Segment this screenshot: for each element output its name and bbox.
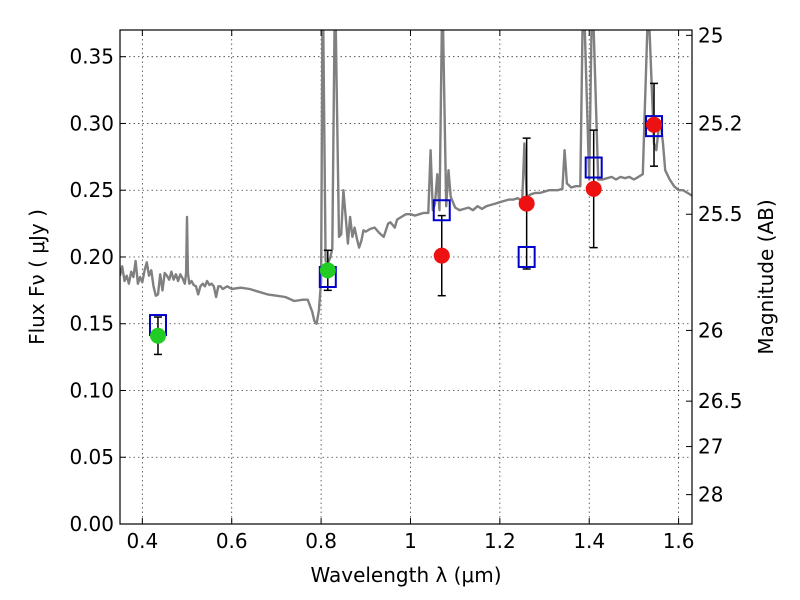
y2-axis-title: Magnitude (AB) bbox=[754, 199, 778, 354]
y2-tick-label: 25.2 bbox=[698, 111, 743, 135]
y-axis: 0.00 0.05 0.10 0.15 0.20 0.25 0.30 0.35 bbox=[69, 45, 126, 536]
y-tick-label: 0.25 bbox=[69, 178, 114, 202]
y2-axis: 25 25.2 25.5 26 26.5 27 28 bbox=[686, 23, 743, 507]
x-tick-label: 1.4 bbox=[573, 529, 605, 553]
photometry-circle-marker bbox=[585, 180, 602, 197]
y2-tick-label: 27 bbox=[698, 435, 723, 459]
x-tick-label: 0.6 bbox=[216, 529, 248, 553]
grid bbox=[120, 30, 692, 524]
y-tick-label: 0.10 bbox=[69, 378, 114, 402]
y-tick-label: 0.00 bbox=[69, 512, 114, 536]
photometry-circle-marker bbox=[646, 116, 663, 133]
model-spectrum bbox=[120, 30, 692, 325]
x-tick-label: 1.2 bbox=[484, 529, 516, 553]
y-tick-label: 0.20 bbox=[69, 245, 114, 269]
x-tick-label: 1 bbox=[404, 529, 417, 553]
error-bars bbox=[153, 82, 659, 356]
photometry-circle-marker bbox=[433, 247, 450, 264]
photometry-square-marker bbox=[432, 199, 451, 222]
photometry-square-marker bbox=[645, 115, 664, 138]
x-tick-label: 0.4 bbox=[126, 529, 158, 553]
photometry-square-marker bbox=[584, 156, 603, 179]
y-tick-label: 0.05 bbox=[69, 445, 114, 469]
y2-tick-label: 28 bbox=[698, 483, 723, 507]
x-axis-title: Wavelength λ (μm) bbox=[310, 563, 501, 587]
y-tick-label: 0.35 bbox=[69, 45, 114, 69]
x-tick-label: 0.8 bbox=[305, 529, 337, 553]
y-tick-label: 0.30 bbox=[69, 111, 114, 135]
y2-tick-label: 26.5 bbox=[698, 389, 743, 413]
spectrum-line bbox=[120, 30, 692, 325]
x-tick-label: 1.6 bbox=[663, 529, 695, 553]
x-axis: 0.4 0.6 0.8 1 1.2 1.4 1.6 bbox=[126, 30, 695, 553]
photometry-circle-marker bbox=[518, 195, 535, 212]
y2-tick-label: 25.5 bbox=[698, 202, 743, 226]
y-tick-label: 0.15 bbox=[69, 312, 114, 336]
photometry-circle-marker bbox=[319, 262, 336, 279]
y2-tick-label: 26 bbox=[698, 318, 723, 342]
photometry-square-marker bbox=[517, 245, 536, 268]
photometry-circle-marker bbox=[149, 327, 166, 344]
plot-frame bbox=[119, 29, 693, 525]
y2-tick-label: 25 bbox=[698, 23, 723, 47]
data-markers bbox=[148, 115, 664, 344]
y-axis-title: Flux Fν ( μJy ) bbox=[25, 209, 49, 345]
